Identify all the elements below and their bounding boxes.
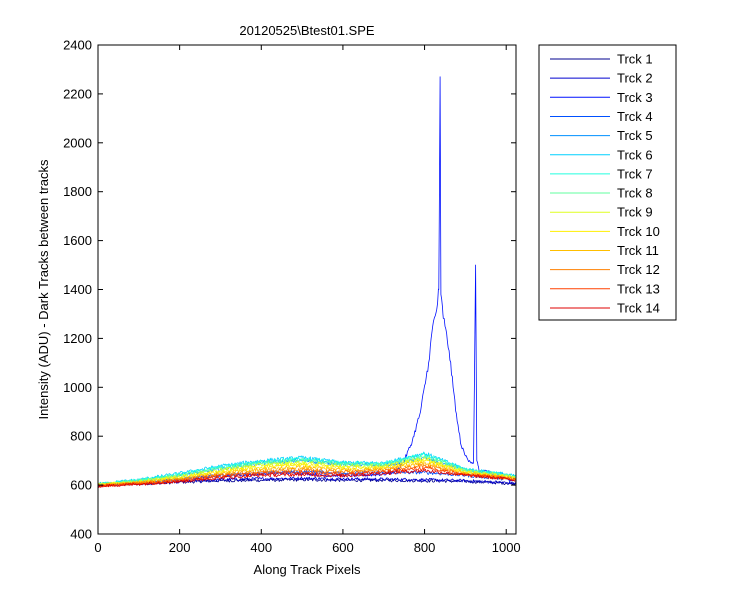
legend-label: Trck 12 — [617, 262, 660, 277]
y-tick-label: 1400 — [63, 282, 92, 297]
y-tick-label: 2000 — [63, 135, 92, 150]
legend-label: Trck 11 — [617, 243, 659, 258]
y-tick-label: 1200 — [63, 331, 92, 346]
legend-box — [538, 44, 677, 321]
y-tick-label: 1600 — [63, 233, 92, 248]
x-axis: 0 200 400 600 800 1000 — [94, 45, 521, 555]
x-tick-label: 400 — [250, 540, 272, 555]
y-tick-label: 2400 — [63, 38, 92, 53]
legend-label: Trck 2 — [617, 71, 653, 86]
y-tick-label: 1800 — [63, 184, 92, 199]
series-layer — [98, 76, 516, 488]
x-tick-label: 800 — [414, 540, 436, 555]
y-tick-label: 600 — [70, 478, 92, 493]
x-tick-label: 600 — [332, 540, 354, 555]
series-line-14 — [98, 468, 516, 488]
x-tick-label: 1000 — [492, 540, 521, 555]
y-tick-label: 800 — [70, 429, 92, 444]
series-line-13 — [98, 466, 516, 488]
legend-label: Trck 1 — [617, 52, 653, 67]
legend-label: Trck 3 — [617, 90, 653, 105]
series-line-9 — [98, 457, 516, 487]
legend-label: Trck 10 — [617, 224, 660, 239]
legend-label: Trck 6 — [617, 147, 653, 162]
legend-label: Trck 4 — [617, 109, 653, 124]
legend-label: Trck 7 — [617, 166, 653, 181]
axes-background — [98, 45, 516, 534]
x-axis-label: Along Track Pixels — [254, 562, 361, 577]
legend: Trck 1 Trck 2 Trck 3 Trck 4 Trck 5 Trck 6 Trck… — [538, 44, 677, 321]
legend-label: Trck 14 — [617, 300, 660, 315]
x-tick-label: 200 — [169, 540, 191, 555]
y-tick-label: 400 — [70, 527, 92, 542]
y-tick-label: 1000 — [63, 380, 92, 395]
legend-label: Trck 8 — [617, 186, 653, 201]
x-tick-label: 0 — [94, 540, 101, 555]
legend-label: Trck 13 — [617, 281, 660, 296]
legend-label: Trck 5 — [617, 128, 653, 143]
legend-label: Trck 9 — [617, 205, 653, 220]
y-tick-label: 2200 — [63, 86, 92, 101]
y-axis-label: Intensity (ADU) - Dark Tracks between tr… — [36, 159, 51, 420]
y-axis: 400 600 800 1000 1200 1400 1600 1800 2000 2200 240… — [63, 38, 516, 542]
chart-title: 20120525\Btest01.SPE — [239, 23, 374, 38]
